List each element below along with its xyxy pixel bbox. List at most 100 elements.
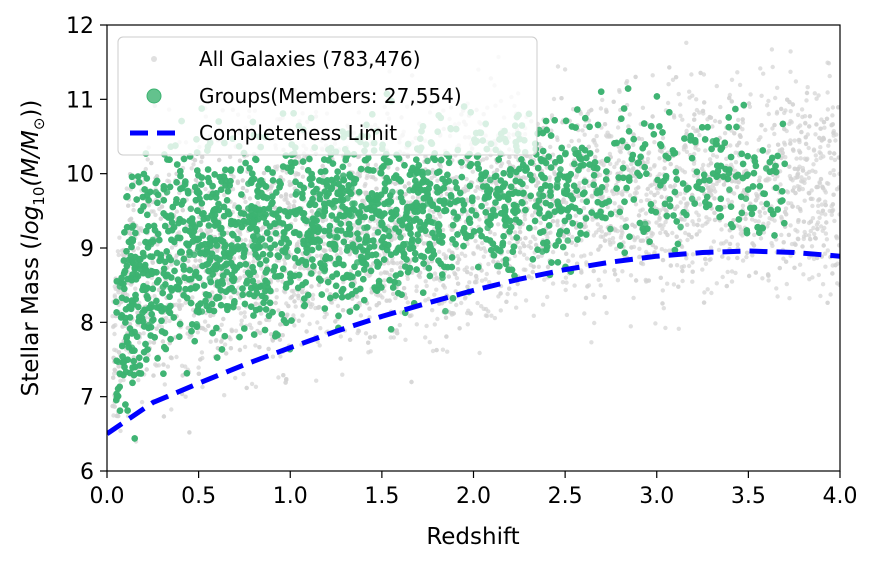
all-galaxies-point xyxy=(283,192,289,197)
all-galaxies-point xyxy=(300,174,306,179)
all-galaxies-point xyxy=(748,92,753,97)
all-galaxies-point xyxy=(227,335,232,340)
all-galaxies-point xyxy=(395,166,400,172)
all-galaxies-point xyxy=(678,200,683,205)
all-galaxies-point xyxy=(789,241,795,247)
all-galaxies-point xyxy=(692,117,697,122)
all-galaxies-point xyxy=(657,215,662,221)
all-galaxies-point xyxy=(727,95,732,101)
all-galaxies-point xyxy=(405,200,410,205)
all-galaxies-point xyxy=(614,246,619,251)
all-galaxies-point xyxy=(758,236,764,241)
all-galaxies-point xyxy=(700,223,705,228)
all-galaxies-point xyxy=(766,143,772,149)
all-galaxies-point xyxy=(363,331,369,336)
all-galaxies-point xyxy=(243,199,248,205)
all-galaxies-point xyxy=(811,148,817,153)
all-galaxies-point xyxy=(314,253,320,259)
all-galaxies-point xyxy=(222,192,227,198)
all-galaxies-point xyxy=(797,206,803,212)
all-galaxies-point xyxy=(600,234,606,240)
all-galaxies-point xyxy=(535,254,541,260)
all-galaxies-point xyxy=(296,318,302,323)
all-galaxies-point xyxy=(832,151,837,156)
all-galaxies-point xyxy=(279,194,284,199)
all-galaxies-point xyxy=(427,340,432,345)
all-galaxies-point xyxy=(120,252,125,257)
all-galaxies-point xyxy=(415,195,420,200)
all-galaxies-point xyxy=(473,238,478,244)
all-galaxies-point xyxy=(686,123,691,128)
all-galaxies-point xyxy=(703,221,708,226)
all-galaxies-point xyxy=(788,223,793,228)
all-galaxies-point xyxy=(200,154,205,160)
all-galaxies-point xyxy=(607,133,612,138)
all-galaxies-point xyxy=(177,298,182,303)
all-galaxies-point xyxy=(793,227,798,233)
all-galaxies-point xyxy=(660,301,665,306)
all-galaxies-point xyxy=(800,179,805,184)
all-galaxies-point xyxy=(475,184,480,190)
all-galaxies-point xyxy=(114,413,119,419)
all-galaxies-point xyxy=(395,331,400,336)
all-galaxies-point xyxy=(620,269,625,274)
all-galaxies-point xyxy=(300,313,305,318)
all-galaxies-point xyxy=(143,166,148,172)
all-galaxies-point xyxy=(459,164,464,170)
all-galaxies-point xyxy=(253,301,258,306)
all-galaxies-point xyxy=(799,107,805,112)
all-galaxies-point xyxy=(484,201,489,207)
all-galaxies-point xyxy=(244,188,249,193)
all-galaxies-point xyxy=(191,162,196,167)
all-galaxies-point xyxy=(146,353,151,358)
all-galaxies-point xyxy=(166,172,172,177)
all-galaxies-point xyxy=(680,268,685,274)
all-galaxies-point xyxy=(602,238,608,243)
all-galaxies-point xyxy=(594,133,599,139)
all-galaxies-point xyxy=(772,218,777,223)
all-galaxies-point xyxy=(572,283,577,288)
all-galaxies-point xyxy=(291,313,296,318)
all-galaxies-point xyxy=(144,367,149,372)
all-galaxies-point xyxy=(695,222,700,228)
all-galaxies-point xyxy=(116,350,122,355)
all-galaxies-point xyxy=(798,156,803,161)
all-galaxies-point xyxy=(468,311,473,316)
all-galaxies-point xyxy=(725,197,731,203)
all-galaxies-point xyxy=(579,270,584,275)
all-galaxies-point xyxy=(809,244,815,249)
all-galaxies-point xyxy=(365,162,370,167)
all-galaxies-point xyxy=(131,202,136,208)
all-galaxies-point xyxy=(276,308,281,313)
all-galaxies-point xyxy=(663,230,668,235)
all-galaxies-point xyxy=(530,213,535,218)
all-galaxies-point xyxy=(236,306,241,311)
all-galaxies-point xyxy=(296,172,301,177)
all-galaxies-point xyxy=(659,247,664,252)
all-galaxies-point xyxy=(459,251,464,256)
all-galaxies-point xyxy=(660,226,665,232)
all-galaxies-point xyxy=(407,313,413,319)
all-galaxies-point xyxy=(784,281,789,287)
all-galaxies-point xyxy=(432,322,437,327)
all-galaxies-point xyxy=(360,198,365,204)
all-galaxies-point xyxy=(243,237,248,243)
all-galaxies-point xyxy=(709,290,714,296)
all-galaxies-point xyxy=(169,245,175,250)
all-galaxies-point xyxy=(185,325,190,331)
all-galaxies-point xyxy=(273,300,278,306)
all-galaxies-point xyxy=(316,304,322,310)
all-galaxies-point xyxy=(472,280,478,285)
all-galaxies-point xyxy=(582,220,588,226)
all-galaxies-point xyxy=(829,212,834,217)
all-galaxies-point xyxy=(242,344,248,350)
all-galaxies-point xyxy=(807,255,812,260)
all-galaxies-point xyxy=(735,255,740,261)
all-galaxies-point xyxy=(803,141,809,147)
all-galaxies-point xyxy=(814,222,820,227)
all-galaxies-point xyxy=(135,310,140,315)
all-galaxies-point xyxy=(790,147,796,152)
all-galaxies-point xyxy=(612,164,617,170)
all-galaxies-point xyxy=(828,170,833,176)
all-galaxies-point xyxy=(507,154,512,160)
